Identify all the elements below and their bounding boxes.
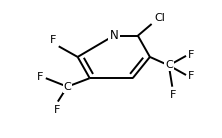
- Text: C: C: [63, 82, 71, 92]
- Text: Cl: Cl: [154, 13, 165, 23]
- Text: F: F: [37, 72, 43, 82]
- Text: F: F: [170, 90, 176, 100]
- Text: C: C: [165, 60, 173, 70]
- Text: F: F: [188, 71, 194, 81]
- Text: N: N: [109, 29, 118, 42]
- Text: F: F: [54, 105, 60, 115]
- Text: F: F: [188, 50, 194, 60]
- Text: F: F: [50, 35, 56, 45]
